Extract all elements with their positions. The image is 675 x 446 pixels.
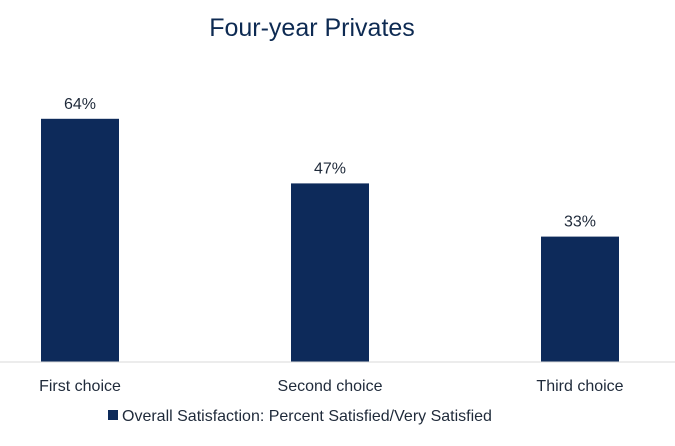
chart-title: Four-year Privates: [209, 14, 415, 42]
x-tick-label-first-choice: First choice: [39, 378, 121, 395]
legend-swatch: [108, 410, 118, 420]
data-label-third-choice: 33%: [564, 214, 596, 231]
bar-second-choice: [291, 183, 369, 362]
bar-first-choice: [41, 118, 119, 362]
bars-group: [41, 118, 619, 362]
bar-third-choice: [541, 236, 619, 362]
data-label-first-choice: 64%: [64, 96, 96, 113]
x-tick-label-third-choice: Third choice: [536, 378, 623, 395]
data-label-second-choice: 47%: [314, 160, 346, 177]
data-labels-group: 64% 47% 33%: [64, 96, 596, 231]
legend: Overall Satisfaction: Percent Satisfied/…: [108, 408, 492, 425]
legend-label: Overall Satisfaction: Percent Satisfied/…: [122, 408, 492, 425]
x-axis-tick-labels: First choice Second choice Third choice: [39, 378, 624, 395]
x-tick-label-second-choice: Second choice: [278, 378, 383, 395]
